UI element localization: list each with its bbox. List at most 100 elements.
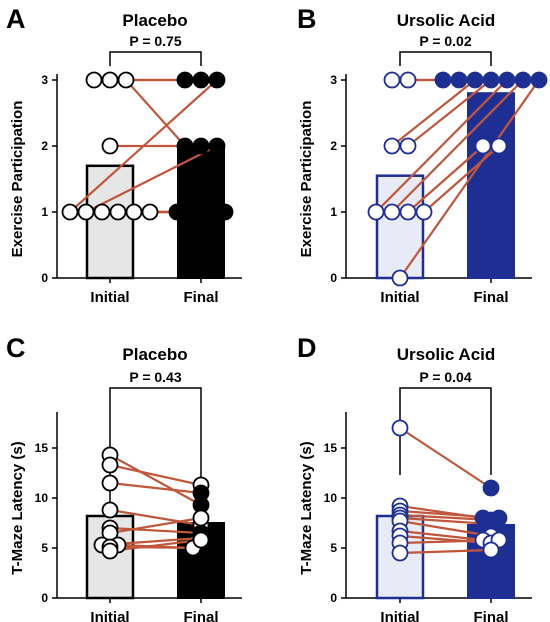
panel-a-y-axis-label: Exercise Participation — [9, 101, 26, 258]
panel-b-x-label-final: Final — [473, 289, 508, 306]
panel-a-y-tick-label: 3 — [41, 73, 48, 87]
panel-b-bar-final — [467, 92, 515, 279]
panel-d-pair-line — [399, 548, 492, 555]
panel-b-point-initial — [383, 203, 401, 221]
panel-c-pair-line — [109, 526, 202, 535]
panel-a-point-final — [176, 137, 194, 155]
panel-d-letter: D — [297, 333, 317, 363]
panel-b-pair-line — [407, 79, 492, 147]
panel-d-bracket — [399, 387, 492, 475]
panel-c-y-tick-label: 15 — [35, 441, 49, 455]
panel-a-point-initial — [101, 137, 119, 155]
panel-b-point-initial — [383, 137, 401, 155]
panel-b-y-tick-label: 3 — [330, 73, 337, 87]
panel-b-y-tick-label: 1 — [330, 205, 337, 219]
panel-b-y-tick-label: 0 — [330, 271, 337, 285]
panel-b-point-final — [482, 71, 500, 89]
panel-a-pair-line — [69, 79, 218, 213]
panel-b-pair-line — [423, 145, 500, 213]
panel-d-y-tick-label: 15 — [324, 441, 338, 455]
panel-c-x-label-initial: Initial — [90, 609, 129, 622]
panel-b-point-final — [466, 71, 484, 89]
panel-a-point-final — [208, 137, 226, 155]
panel-c-point-initial — [101, 456, 119, 474]
panel-b: B Ursolic Acid P = 0.02 Exercise Participat… — [297, 4, 548, 306]
panel-d-y-tick-label: 10 — [324, 491, 338, 505]
panel-c-point-initial — [101, 542, 119, 560]
panel-d-point-final — [482, 541, 500, 559]
panel-d-p-value: P = 0.04 — [419, 369, 472, 385]
panel-d-x-label-final: Final — [473, 609, 508, 622]
panel-c-title: Placebo — [122, 345, 187, 364]
panel-c-p-value: P = 0.43 — [129, 369, 182, 385]
panel-c-pair-line — [109, 463, 202, 487]
panel-d: D Ursolic Acid P = 0.04 T-Maze Latency (s) 0… — [297, 333, 532, 622]
panel-c-y-tick-label: 10 — [35, 491, 49, 505]
panel-b-letter: B — [297, 4, 317, 34]
panel-a-point-initial — [101, 71, 119, 89]
panel-c-letter: C — [6, 333, 26, 363]
panel-d-pair-line — [399, 516, 492, 526]
panel-b-bar-initial — [375, 174, 425, 280]
panel-a-point-final — [216, 203, 234, 221]
panel-d-point-initial — [391, 544, 409, 562]
panel-b-x-label-initial: Initial — [380, 289, 419, 306]
panel-a-point-initial — [93, 203, 111, 221]
panel-c-point-final — [192, 531, 210, 549]
panel-c-y-tick-label: 0 — [41, 591, 48, 605]
panel-b-point-final — [490, 137, 508, 155]
panel-b-point-final — [514, 71, 532, 89]
panel-b-y-axis-label: Exercise Participation — [298, 101, 315, 258]
panel-d-x-label-initial: Initial — [380, 609, 419, 622]
panel-d-pair-line — [399, 529, 484, 542]
panel-a-point-final — [192, 137, 210, 155]
panel-a-point-final — [176, 71, 194, 89]
panel-b-point-initial — [367, 203, 385, 221]
panel-b-point-initial — [415, 203, 433, 221]
panel-a-point-initial — [61, 203, 79, 221]
panel-b-pair-line — [391, 79, 524, 213]
panel-a-point-initial — [109, 203, 127, 221]
panel-b-y-tick-label: 2 — [330, 139, 337, 153]
panel-b-point-initial — [399, 137, 417, 155]
panel-c-point-initial — [101, 501, 119, 519]
panel-a-p-value: P = 0.75 — [129, 33, 182, 49]
panel-d-pair-line — [399, 427, 492, 489]
panel-d-title: Ursolic Acid — [397, 345, 496, 364]
panel-a-pair-line — [125, 79, 186, 147]
panel-a-y-tick-label: 0 — [41, 271, 48, 285]
panel-b-p-value: P = 0.02 — [419, 33, 472, 49]
panel-b-point-final — [498, 71, 516, 89]
panel-c-point-final — [192, 484, 210, 502]
panel-a-point-final — [184, 203, 202, 221]
panel-c-bracket — [109, 387, 202, 505]
panel-c-y-tick-label: 5 — [41, 541, 48, 555]
panel-b-title: Ursolic Acid — [397, 11, 496, 30]
panel-d-pair-line — [399, 519, 492, 538]
panel-c-x-label-final: Final — [183, 609, 218, 622]
panel-a-point-initial — [141, 203, 159, 221]
panel-b-point-final — [434, 71, 452, 89]
panel-d-point-final — [482, 479, 500, 497]
panel-b-pair-line — [399, 79, 540, 279]
panel-a-title: Placebo — [122, 11, 187, 30]
panel-a-y-tick-label: 1 — [41, 205, 48, 219]
panel-b-point-final — [450, 71, 468, 89]
panel-a-point-final — [208, 71, 226, 89]
panel-b-point-initial — [383, 71, 401, 89]
panel-a-letter: A — [6, 4, 26, 34]
panel-d-y-axis-label: T-Maze Latency (s) — [298, 441, 315, 574]
panel-a: A Placebo P = 0.75 Exercise Participation 0 1… — [6, 4, 242, 306]
panel-b-point-initial — [391, 269, 409, 287]
panel-a-x-label-initial: Initial — [90, 289, 129, 306]
panel-c-point-final — [192, 509, 210, 527]
panel-d-y-tick-label: 0 — [330, 591, 337, 605]
panel-a-point-initial — [125, 203, 143, 221]
panel-d-y-tick-label: 5 — [330, 541, 337, 555]
panel-b-pair-line — [375, 79, 508, 213]
panel-c-pair-line — [109, 516, 202, 535]
panel-c-pair-line — [109, 481, 202, 495]
panel-b-bracket — [399, 51, 492, 66]
panel-a-point-final — [200, 203, 218, 221]
